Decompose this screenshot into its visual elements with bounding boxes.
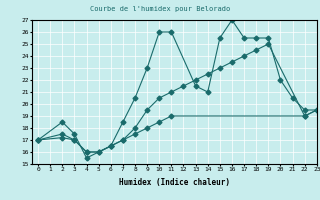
X-axis label: Humidex (Indice chaleur): Humidex (Indice chaleur) [119, 178, 230, 187]
Text: Courbe de l'humidex pour Belorado: Courbe de l'humidex pour Belorado [90, 6, 230, 12]
